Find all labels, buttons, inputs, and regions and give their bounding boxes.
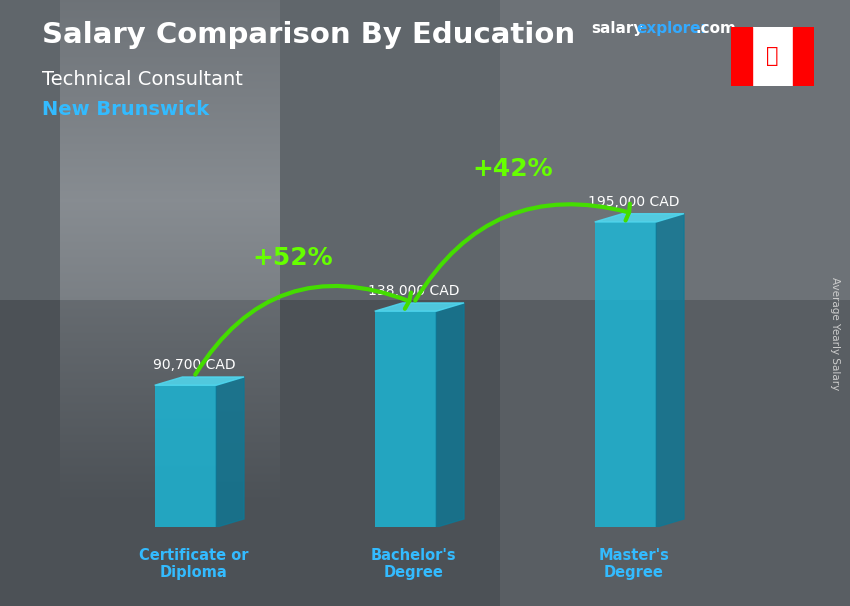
- Text: Bachelor's
Degree: Bachelor's Degree: [371, 548, 456, 581]
- Text: +42%: +42%: [473, 156, 553, 181]
- Polygon shape: [375, 303, 464, 311]
- Polygon shape: [656, 214, 684, 527]
- Text: .com: .com: [695, 21, 736, 36]
- Text: Technical Consultant: Technical Consultant: [42, 70, 243, 88]
- Text: Salary Comparison By Education: Salary Comparison By Education: [42, 21, 575, 49]
- Bar: [375, 311, 436, 527]
- Text: +52%: +52%: [252, 246, 333, 270]
- Polygon shape: [216, 377, 244, 527]
- Text: 🍁: 🍁: [767, 46, 779, 67]
- Bar: [595, 222, 656, 527]
- Polygon shape: [436, 303, 464, 527]
- Bar: [155, 385, 216, 527]
- Text: New Brunswick: New Brunswick: [42, 100, 210, 119]
- Text: Master's
Degree: Master's Degree: [598, 548, 669, 581]
- Text: explorer: explorer: [637, 21, 709, 36]
- Text: 90,700 CAD: 90,700 CAD: [152, 359, 235, 373]
- Text: Average Yearly Salary: Average Yearly Salary: [830, 277, 840, 390]
- Text: salary: salary: [591, 21, 643, 36]
- Bar: [731, 27, 751, 86]
- Text: 138,000 CAD: 138,000 CAD: [368, 284, 460, 298]
- Bar: [793, 27, 814, 86]
- Text: Certificate or
Diploma: Certificate or Diploma: [139, 548, 248, 581]
- Polygon shape: [155, 377, 244, 385]
- Text: 195,000 CAD: 195,000 CAD: [588, 195, 679, 209]
- Polygon shape: [595, 214, 684, 222]
